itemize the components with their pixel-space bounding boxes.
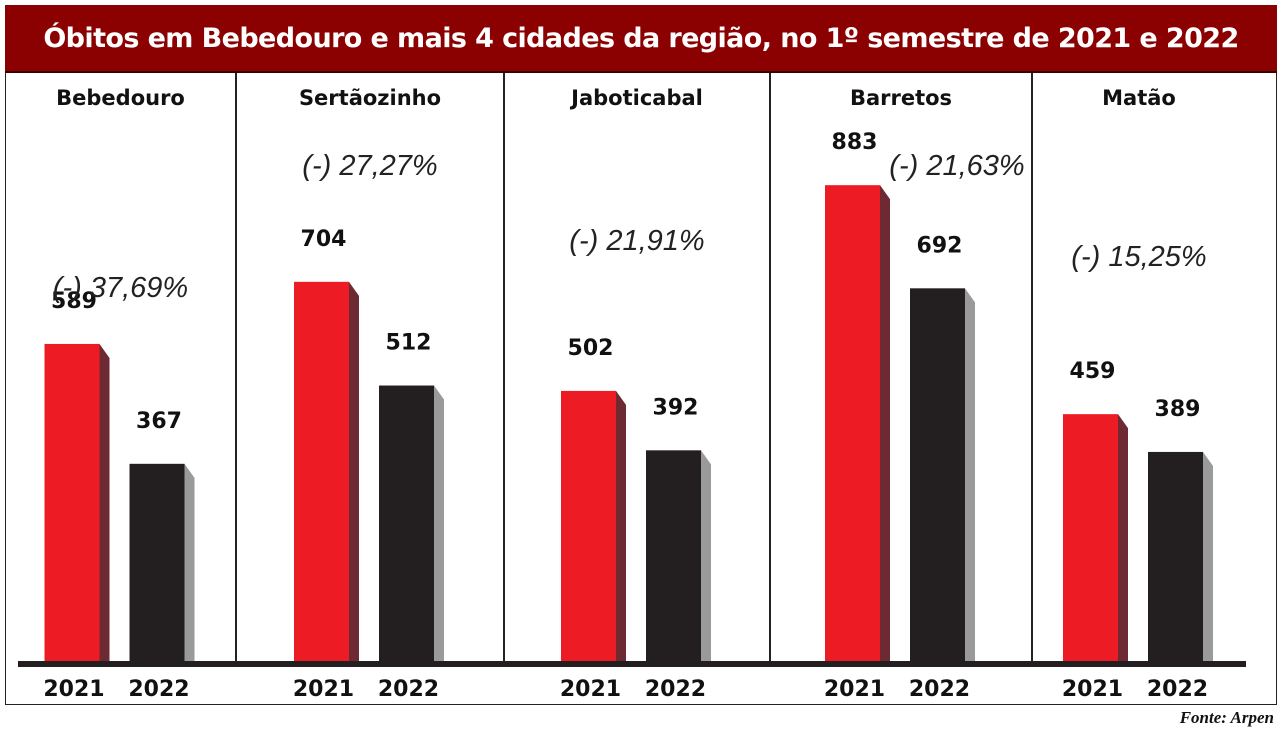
bar-2022 [1148,451,1203,662]
bar-2021 [44,343,100,662]
change-annotation: (-) 21,63% [889,150,1024,182]
bar-2021 [294,281,349,662]
data-label: 367 [136,409,182,434]
title-bar: Óbitos em Bebedouro e mais 4 cidades da … [5,5,1277,73]
category-label: Sertãozinho [299,86,441,110]
change-annotation: (-) 37,69% [53,272,188,304]
data-label: 459 [1070,359,1116,384]
bar-2021-side [99,343,110,662]
source-note: Fonte: Arpen [1179,708,1274,727]
bar-2021-side [616,390,626,662]
x-tick-label: 2021 [560,677,621,702]
bar-2021-side [349,281,359,662]
category-label: Bebedouro [56,86,185,110]
bar-2022 [910,288,965,662]
x-tick-label: 2021 [824,677,885,702]
chart-title: Óbitos em Bebedouro e mais 4 cidades da … [43,22,1239,54]
data-label: 392 [653,395,699,420]
change-annotation: (-) 27,27% [302,150,437,182]
bar-2022-side [701,450,711,662]
category-label: Barretos [850,86,952,110]
x-tick-label: 2022 [645,677,706,702]
bar-2021-side [880,185,890,662]
x-tick-label: 2021 [43,677,104,702]
data-label: 883 [832,130,878,155]
data-label: 692 [917,233,963,258]
data-label: 389 [1155,397,1201,422]
bar-2021 [1063,414,1118,662]
x-tick-label: 2022 [909,677,970,702]
bar-2022-side [1203,451,1213,662]
x-tick-label: 2022 [378,677,439,702]
x-tick-label: 2022 [1147,677,1208,702]
x-tick-label: 2021 [1062,677,1123,702]
bar-2021-side [1118,414,1128,662]
data-label: 589 [51,289,97,314]
bar-2022-side [184,463,195,662]
data-label: 704 [301,227,347,252]
bar-2022 [129,463,185,662]
bar-2021 [825,185,880,662]
bar-2022 [646,450,701,662]
category-label: Matão [1102,86,1176,110]
bar-2022-side [965,288,975,662]
bar-2022-side [434,385,444,662]
change-annotation: (-) 15,25% [1071,241,1206,273]
baseline [18,661,1246,667]
bar-2022 [379,385,434,662]
x-tick-label: 2021 [293,677,354,702]
data-label: 502 [568,336,614,361]
change-annotation: (-) 21,91% [569,225,704,257]
bar-2021 [561,390,616,662]
category-label: Jaboticabal [569,86,703,110]
x-tick-label: 2022 [128,677,189,702]
data-label: 512 [386,331,432,356]
